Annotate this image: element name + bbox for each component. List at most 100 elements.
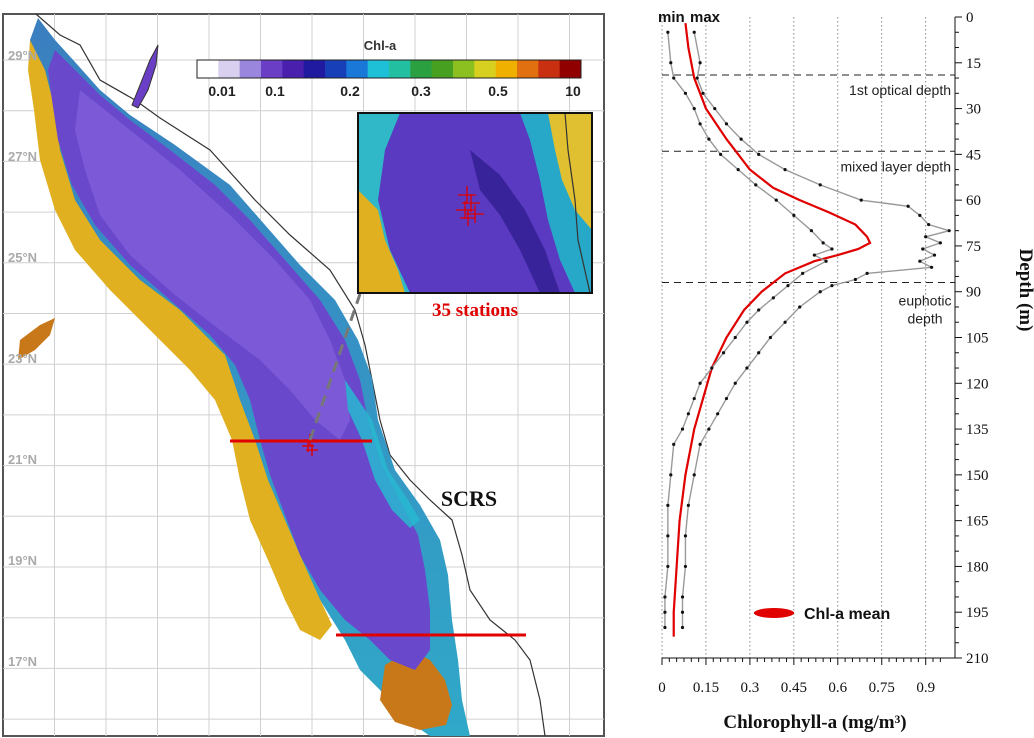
series-point: [680, 595, 685, 599]
series-point: [721, 351, 726, 355]
series-point: [947, 229, 951, 233]
series-point: [666, 564, 670, 569]
series-point: [739, 137, 743, 141]
series-point: [821, 241, 825, 245]
y-tick-label: 105: [966, 331, 989, 347]
series-point: [745, 366, 749, 370]
series-point: [757, 308, 761, 312]
series-point: [683, 564, 688, 569]
y-tick-label: 45: [966, 147, 981, 163]
y-tick-label: 195: [966, 605, 989, 621]
latitude-label: 23°N: [8, 351, 37, 366]
minmax-label: max: [690, 9, 721, 26]
series-point: [924, 235, 928, 239]
series-point: [733, 335, 737, 340]
colorbar-tick-label: 0.1: [265, 83, 285, 99]
series-point: [824, 259, 828, 263]
series-point: [921, 247, 925, 251]
series-point: [680, 625, 685, 630]
series-point: [798, 305, 802, 309]
series-point: [830, 284, 834, 288]
series-point: [669, 473, 673, 477]
series-point: [818, 183, 822, 187]
series-point: [680, 610, 685, 614]
colorbar-cell: [239, 60, 262, 78]
x-tick-label: 0.45: [781, 680, 807, 696]
y-tick-label: 150: [966, 468, 989, 484]
series-point: [698, 61, 702, 65]
x-tick-label: 0: [658, 680, 666, 696]
series-point: [754, 183, 758, 187]
inset-stations: [456, 186, 484, 226]
x-axis-title: Chlorophyll-a (mg/m³): [723, 712, 906, 733]
series-point: [692, 30, 696, 34]
series-point: [786, 284, 790, 288]
series-point: [680, 427, 685, 431]
x-tick-label: 0.75: [869, 680, 895, 696]
profile-grid: [661, 17, 927, 658]
depth-line-label: mixed layer depth: [840, 158, 951, 174]
series-point: [663, 625, 667, 630]
y-tick-label: 120: [966, 376, 989, 392]
coastal-fringe-west: [28, 40, 332, 640]
profile-axes: 0 0.15 0.3 0.45 0.6 0.75 0.9 0 15 30 45 60 75 90 105 12…: [658, 10, 988, 696]
minmax-label: min: [658, 9, 685, 26]
minmax-labels: min max: [658, 9, 721, 26]
colorbar-cell: [197, 60, 219, 78]
y-tick-label: 165: [966, 514, 989, 530]
series-point: [710, 366, 714, 370]
series-point: [809, 229, 814, 233]
inset-fringe-east: [548, 113, 592, 230]
series-point: [663, 595, 667, 599]
series-point: [707, 137, 711, 141]
colorbar-cell: [474, 60, 497, 78]
series-point: [692, 396, 696, 401]
depth-line-label: depth: [907, 311, 942, 327]
chlorophyll-map: 29°N 27°N 25°N 23°N 21°N 19°N 17°N Chl-a 0.01 0…: [2, 13, 605, 737]
sea-purple-light: [75, 90, 350, 440]
latitude-label: 29°N: [8, 48, 37, 63]
series-point: [663, 610, 667, 614]
latitude-labels: 29°N 27°N 25°N 23°N 21°N 19°N 17°N: [8, 48, 37, 669]
series-point: [830, 247, 834, 251]
series-point: [695, 76, 699, 80]
colorbar-cell: [282, 60, 305, 78]
series-point: [713, 106, 717, 111]
x-tick-label: 0.6: [828, 680, 847, 696]
series-point: [724, 122, 729, 126]
series-point: [745, 320, 749, 324]
colorbar-tick-label: 0.3: [411, 83, 431, 99]
colorbar-cell: [389, 60, 411, 78]
colorbar-cell: [559, 60, 582, 78]
series-point: [929, 265, 934, 269]
latitude-label: 17°N: [8, 654, 37, 669]
series-point: [666, 534, 670, 538]
series-point: [918, 259, 922, 263]
inset-fringe-west: [358, 190, 405, 293]
series-point: [865, 271, 869, 275]
colorbar-cell: [410, 60, 433, 78]
y-tick-label: 210: [966, 651, 989, 667]
series-point: [683, 91, 688, 95]
colorbar-cell: [538, 60, 561, 78]
colorbar-cell: [367, 60, 390, 78]
x-tick-label: 0.3: [741, 680, 760, 696]
colorbar-cell: [303, 60, 326, 78]
series-point: [707, 427, 711, 431]
series-line: [672, 22, 872, 637]
series-point: [783, 320, 787, 324]
series-point: [801, 271, 805, 275]
series-point: [666, 503, 670, 507]
shelf-east-cyan: [345, 380, 420, 528]
y-tick-label: 135: [966, 422, 989, 438]
coastal-orange-west: [18, 318, 55, 360]
y-axis-title: Depth (m): [1015, 249, 1034, 332]
depth-reference-lines: 1st optical depth mixed layer depth euphot…: [662, 74, 955, 327]
series-point: [669, 61, 673, 65]
series-point: [757, 152, 761, 156]
colorbar-tick-label: 10: [565, 83, 581, 99]
series-point: [686, 503, 690, 507]
colorbar-tick-label: 0.5: [488, 83, 508, 99]
colorbar-tick-label: 0.01: [208, 83, 235, 99]
series-point: [724, 396, 729, 401]
